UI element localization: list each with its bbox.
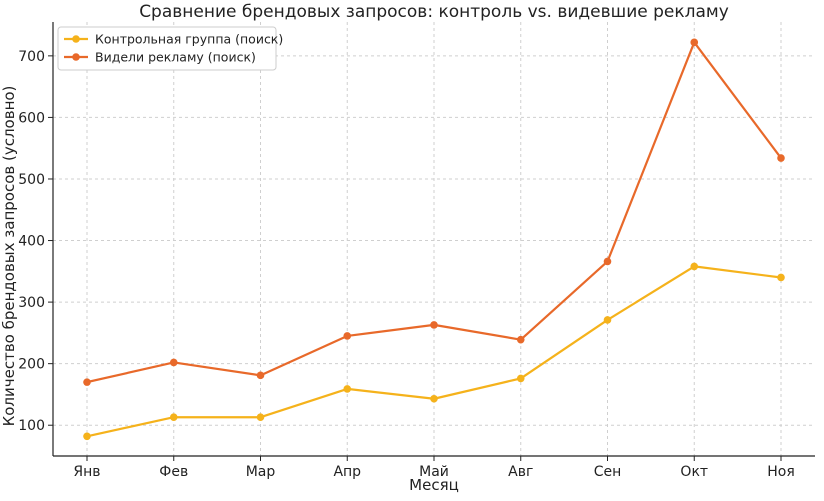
legend-entry: Видели рекламу (поиск): [64, 50, 256, 65]
series-line: [86, 265, 782, 438]
x-tick-label: Фев: [159, 464, 188, 480]
legend-marker: [72, 35, 80, 43]
data-point: [256, 413, 265, 422]
data-point: [343, 332, 352, 340]
data-point: [83, 432, 91, 441]
legend: Контрольная группа (поиск) Видели рекламу…: [57, 26, 283, 71]
legend-entry: Контрольная группа (поиск): [64, 32, 283, 47]
x-tick-label: Сен: [594, 464, 622, 480]
data-point: [777, 273, 785, 282]
data-point: [83, 378, 91, 386]
x-tick-label: Авг: [508, 464, 533, 480]
legend-box: [57, 26, 277, 71]
data-point: [169, 413, 178, 422]
y-tick-label: 400: [18, 234, 45, 250]
y-tick-label: 300: [18, 295, 45, 311]
series-line: [86, 41, 782, 384]
x-tick-label: Май: [419, 464, 449, 480]
data-point: [430, 394, 438, 403]
y-tick-label: 500: [18, 172, 45, 188]
data-point: [516, 335, 525, 344]
y-tick-label: 600: [18, 110, 45, 126]
y-tick-label: 200: [18, 357, 45, 373]
legend-marker: [72, 53, 80, 61]
x-axis-title: Месяц: [409, 476, 459, 494]
legend-label: Контрольная группа (поиск): [95, 32, 283, 47]
data-point: [777, 154, 785, 162]
x-tick-label: Ноя: [767, 464, 795, 480]
tick-labels: 100 200 300 400 500 600 700 Янв Фев Мар Апр Май Авг С…: [18, 49, 794, 480]
y-tick-label: 700: [18, 49, 45, 65]
axes: [48, 22, 815, 461]
x-tick-label: Окт: [680, 464, 708, 480]
x-tick-label: Янв: [73, 464, 100, 480]
data-point: [603, 316, 612, 324]
y-axis-title: Количество брендовых запросов (условно): [0, 86, 18, 427]
data-point: [603, 257, 612, 266]
x-tick-label: Апр: [333, 464, 361, 480]
grid: [53, 22, 815, 456]
x-tick-label: Мар: [246, 464, 276, 480]
legend-label: Видели рекламу (поиск): [95, 50, 256, 65]
data-point: [169, 358, 178, 367]
data-point: [256, 371, 265, 380]
chart-title: Сравнение брендовых запросов: контроль v…: [139, 2, 729, 22]
series-1: [83, 262, 785, 441]
data-point: [690, 262, 699, 271]
legend-items: Контрольная группа (поиск) Видели рекламу…: [64, 32, 283, 65]
data-point: [343, 385, 352, 393]
data-point: [690, 38, 699, 47]
data-point: [430, 321, 438, 329]
series-lines: [83, 38, 785, 441]
data-point: [516, 374, 525, 383]
y-tick-label: 100: [18, 418, 45, 434]
series-2: [83, 38, 785, 386]
